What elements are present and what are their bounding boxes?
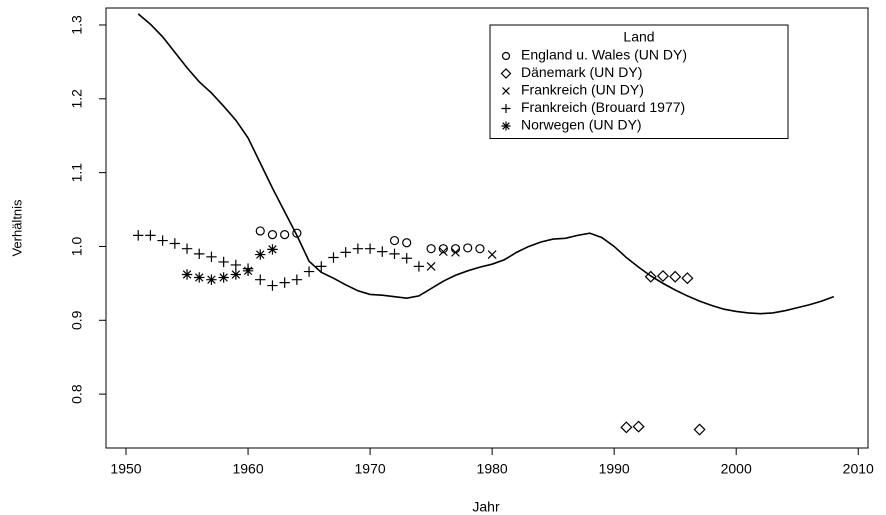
point xyxy=(218,256,229,268)
point xyxy=(450,244,461,254)
y-tick-label: 0.9 xyxy=(69,310,85,330)
point xyxy=(669,270,682,283)
point xyxy=(352,243,364,254)
point xyxy=(644,270,657,283)
point xyxy=(438,247,448,257)
point xyxy=(693,423,706,436)
point xyxy=(451,247,460,257)
point xyxy=(389,248,400,260)
point xyxy=(303,266,315,277)
point xyxy=(475,244,485,254)
x-tick-label: 2010 xyxy=(843,461,874,477)
point xyxy=(194,248,205,260)
point xyxy=(255,226,265,236)
legend-box xyxy=(489,24,789,139)
x-tick-label: 1960 xyxy=(232,461,263,477)
point xyxy=(328,252,339,263)
point xyxy=(206,274,217,285)
point xyxy=(169,238,181,249)
point xyxy=(426,244,436,254)
y-tick-label: 1.2 xyxy=(69,89,85,109)
point xyxy=(401,253,412,264)
line-series xyxy=(137,13,835,315)
point xyxy=(280,230,290,240)
point xyxy=(279,277,290,288)
point xyxy=(230,269,242,280)
point xyxy=(267,230,278,240)
point xyxy=(133,230,144,241)
point xyxy=(181,243,193,254)
point xyxy=(377,246,388,257)
point xyxy=(463,243,473,253)
point xyxy=(218,272,229,283)
legend-label: England u. Wales (UN DY) xyxy=(521,47,687,63)
y-tick-label: 1.1 xyxy=(69,163,85,183)
x-tick-label: 1950 xyxy=(110,461,141,477)
legend-label: Dänemark (UN DY) xyxy=(521,64,642,80)
point xyxy=(487,250,497,260)
y-tick-label: 0.8 xyxy=(69,384,85,404)
legend-symbol xyxy=(501,121,511,131)
plot-frame xyxy=(105,7,869,449)
x-tick-label: 2000 xyxy=(721,461,752,477)
legend-label: Frankreich (Brouard 1977) xyxy=(521,99,685,115)
point xyxy=(194,272,205,283)
point xyxy=(267,244,278,255)
point xyxy=(413,261,425,272)
point xyxy=(291,274,303,285)
y-tick-label: 1.0 xyxy=(69,237,85,257)
point xyxy=(255,249,266,260)
point xyxy=(316,261,327,272)
point xyxy=(656,269,670,283)
point xyxy=(230,259,242,271)
x-tick-label: 1970 xyxy=(355,461,386,477)
point xyxy=(145,230,156,241)
point xyxy=(206,251,217,262)
legend-title: Land xyxy=(623,29,654,45)
point xyxy=(292,228,302,238)
legend-label: Norwegen (UN DY) xyxy=(521,117,642,133)
point xyxy=(340,247,351,258)
point xyxy=(181,269,193,280)
point xyxy=(632,420,645,433)
point xyxy=(620,421,633,434)
point xyxy=(402,238,412,248)
point xyxy=(242,265,254,277)
x-axis-label: Jahr xyxy=(472,499,500,515)
point xyxy=(681,272,694,285)
point xyxy=(255,274,266,285)
legend-symbol xyxy=(501,51,511,61)
point xyxy=(426,261,436,271)
legend-label: Frankreich (UN DY) xyxy=(521,82,644,98)
point xyxy=(364,243,376,254)
x-tick-label: 1980 xyxy=(477,461,508,477)
legend-symbol xyxy=(500,68,512,79)
legend-symbol xyxy=(501,103,511,114)
y-axis-label: Verhältnis xyxy=(9,199,24,257)
legend-symbol xyxy=(502,87,510,95)
point xyxy=(438,244,448,254)
y-tick-label: 1.3 xyxy=(69,15,85,35)
point xyxy=(157,235,168,246)
point xyxy=(267,280,278,291)
point xyxy=(389,235,400,246)
x-tick-label: 1990 xyxy=(599,461,630,477)
